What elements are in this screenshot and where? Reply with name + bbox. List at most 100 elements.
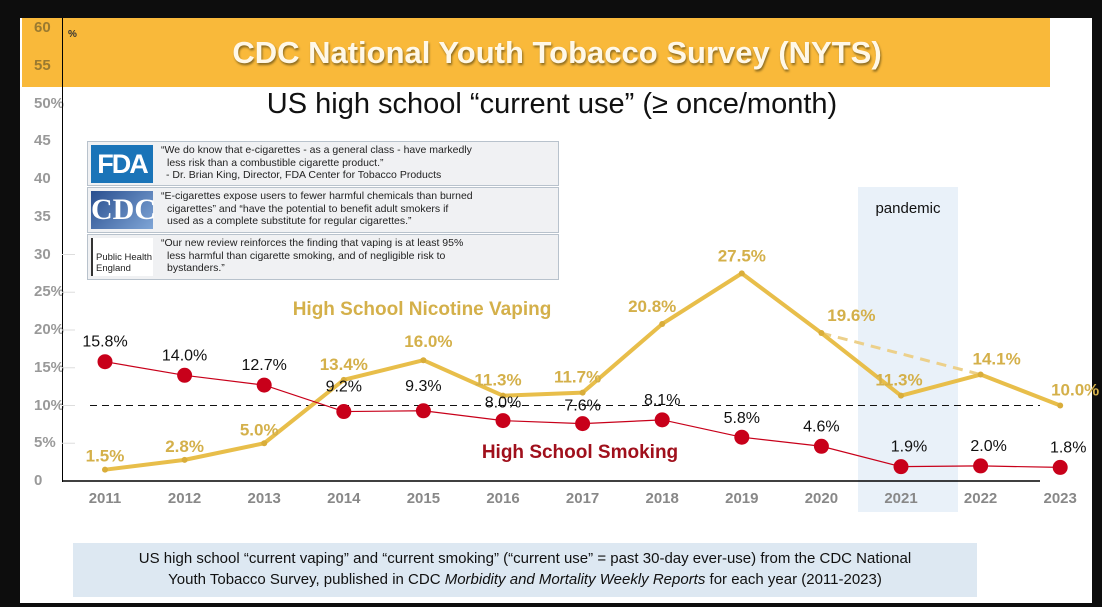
vaping-data-label: 5.0% — [240, 420, 279, 439]
smoking-point — [734, 429, 750, 445]
vaping-point — [181, 456, 188, 463]
quote-line: “E-cigarettes expose users to fewer harm… — [161, 190, 473, 202]
y-tick-label: 40 — [34, 170, 51, 187]
smoking-data-label: 8.0% — [485, 395, 521, 412]
caption-journal: Morbidity and Mortality Weekly Reports — [444, 571, 706, 588]
x-tick-label: 2012 — [168, 490, 201, 507]
y-tick-label: 50% — [34, 94, 65, 112]
y-tick-label: 25% — [34, 283, 65, 301]
quote-text: “E-cigarettes expose users to fewer harm… — [161, 190, 473, 228]
vaping-point — [579, 389, 586, 396]
y-axis-unit: % — [68, 29, 77, 40]
quote-line: used as a complete substitute for regula… — [167, 215, 412, 227]
x-tick-label: 2015 — [407, 490, 440, 507]
smoking-data-label: 7.6% — [564, 398, 600, 415]
x-tick-label: 2020 — [805, 490, 838, 507]
smoking-point — [97, 354, 113, 370]
pandemic-band — [858, 187, 958, 512]
vaping-point — [1057, 402, 1064, 409]
x-tick-label: 2021 — [884, 490, 917, 507]
y-tick-label: 20% — [34, 321, 65, 338]
vaping-series-name: High School Nicotine Vaping — [293, 299, 552, 320]
y-tick-label: 10% — [34, 396, 65, 414]
vaping-point — [102, 466, 108, 473]
quote-line: - Dr. Brian King, Director, FDA Center f… — [166, 169, 442, 181]
vaping-data-label: 27.5% — [718, 246, 766, 265]
quote-phe: Public Health England “Our new review re… — [87, 234, 559, 280]
y-tick-label: 30 — [34, 245, 51, 263]
quote-cdc: CDC “E-cigarettes expose users to fewer … — [87, 187, 559, 233]
vaping-data-label: 11.3% — [474, 371, 521, 390]
smoking-point — [256, 377, 272, 393]
caption-line-2: Youth Tobacco Survey, published in CDC M… — [73, 569, 977, 590]
x-tick-label: 2023 — [1044, 490, 1077, 507]
x-tick-label: 2011 — [89, 490, 122, 507]
quote-text: “We do know that e-cigarettes - as a gen… — [161, 144, 472, 182]
smoking-data-label: 14.0% — [162, 347, 207, 364]
caption-text: for each year (2011-2023) — [705, 571, 882, 588]
quote-line: bystanders.” — [167, 262, 225, 274]
public-health-england-logo: Public Health England — [91, 238, 153, 276]
smoking-point — [575, 416, 591, 432]
y-tick-label: 5% — [34, 434, 56, 452]
vaping-point — [420, 357, 427, 364]
vaping-point — [898, 392, 904, 399]
vaping-point — [340, 376, 347, 383]
x-tick-label: 2013 — [248, 490, 281, 507]
slide-subtitle: US high school “current use” (≥ once/mon… — [266, 88, 838, 120]
smoking-point — [813, 438, 829, 454]
smoking-data-label: 8.1% — [644, 392, 680, 409]
caption-text: Youth Tobacco Survey, published in CDC — [168, 571, 445, 588]
vaping-data-label: 14.1% — [972, 350, 1020, 369]
smoking-point — [495, 413, 511, 429]
smoking-point — [1052, 459, 1068, 475]
vaping-data-label: 11.7% — [554, 368, 601, 387]
vaping-data-label: 2.8% — [165, 437, 204, 456]
smoking-data-label: 9.3% — [405, 378, 441, 395]
pandemic-label: pandemic — [875, 200, 941, 217]
fda-logo: FDA — [91, 145, 153, 183]
vaping-point — [261, 440, 268, 447]
x-tick-label: 2022 — [964, 490, 997, 507]
quote-text: “Our new review reinforces the finding t… — [161, 237, 463, 275]
y-tick-label: 60 — [34, 19, 51, 36]
quote-line: less risk than a combustible cigarette p… — [167, 156, 384, 169]
quote-fda: FDA “We do know that e-cigarettes - as a… — [87, 141, 559, 186]
smoking-data-label: 1.8% — [1050, 439, 1086, 456]
vaping-point — [738, 270, 745, 277]
quote-line: less harmful than cigarette smoking, and… — [167, 249, 446, 262]
x-tick-label: 2019 — [725, 490, 758, 507]
y-tick-label: 45 — [34, 132, 51, 150]
vaping-data-label: 11.3% — [875, 371, 922, 390]
smoking-point — [177, 367, 193, 383]
smoking-data-label: 4.6% — [803, 418, 839, 435]
smoking-data-label: 2.0% — [970, 438, 1006, 455]
cdc-logo: CDC — [91, 191, 156, 229]
vaping-point — [659, 320, 666, 327]
smoking-point — [336, 404, 352, 420]
vaping-point — [818, 330, 825, 337]
vaping-data-label: 10.0% — [1051, 381, 1099, 400]
smoking-data-label: 9.2% — [326, 379, 362, 396]
y-tick-label: 35 — [34, 207, 51, 225]
vaping-data-label: 16.0% — [404, 332, 452, 351]
smoking-data-label: 1.9% — [891, 439, 927, 456]
x-tick-label: 2014 — [327, 490, 361, 507]
vaping-point — [500, 392, 506, 399]
smoking-data-label: 12.7% — [242, 357, 287, 374]
x-tick-label: 2017 — [566, 490, 599, 507]
y-axis-line — [62, 18, 63, 482]
caption-line-1: US high school “current vaping” and “cur… — [138, 550, 912, 567]
smoking-data-label: 5.8% — [724, 410, 760, 427]
y-tick-label: 0 — [34, 472, 43, 489]
smoking-series-name: High School Smoking — [482, 442, 678, 463]
smoking-point — [893, 459, 909, 475]
vaping-projection-dashed-line — [821, 331, 981, 376]
smoking-data-label: 15.8% — [82, 334, 127, 351]
quote-line: “We do know that e-cigarettes - as a gen… — [161, 144, 472, 156]
smoking-point — [654, 412, 670, 428]
smoking-point — [415, 403, 431, 419]
x-tick-label: 2018 — [646, 490, 679, 507]
quote-line: cigarettes” and “have the potential to b… — [167, 202, 449, 215]
